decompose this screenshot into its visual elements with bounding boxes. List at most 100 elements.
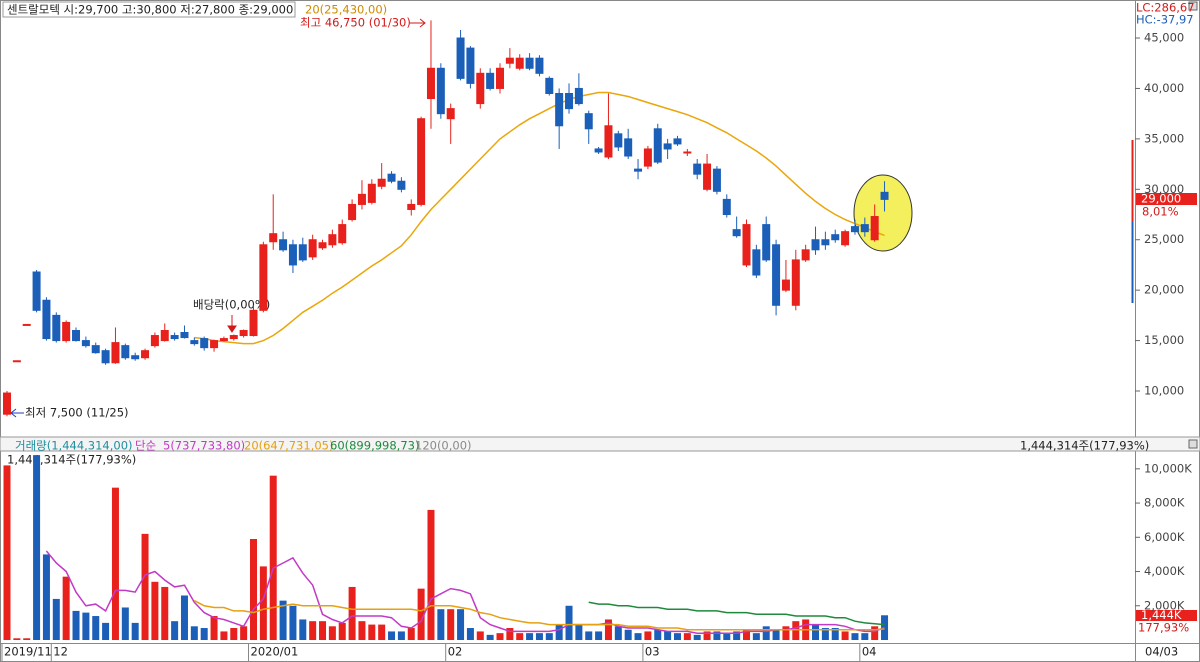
pane-button[interactable] — [1188, 439, 1198, 449]
volume-bar — [190, 626, 198, 640]
candle-body — [3, 392, 11, 415]
candle-body — [555, 92, 564, 127]
candle-body — [781, 279, 790, 291]
volume-bar — [92, 616, 100, 640]
candle-body — [732, 229, 741, 237]
volume-bar — [782, 626, 790, 640]
volume-bar — [319, 621, 327, 640]
volume-bar — [52, 598, 60, 640]
candle-body — [584, 113, 593, 130]
candle-body — [466, 47, 475, 84]
candle-body — [811, 239, 820, 251]
y-tick-label: 6,000K — [1144, 530, 1185, 544]
volume-bar — [812, 624, 820, 640]
volume-bar — [437, 609, 445, 640]
candle-body — [367, 183, 376, 203]
y-tick-label: 45,000 — [1144, 31, 1184, 45]
last-price-tag — [1136, 193, 1197, 205]
volume-bar — [723, 633, 731, 640]
volume-bar — [604, 619, 612, 640]
volume-bar — [871, 626, 879, 640]
y-tick-label: 2,000K — [1144, 598, 1185, 612]
y-tick-label: 8,000K — [1144, 496, 1185, 510]
candle-body — [574, 87, 583, 105]
volume-bar — [851, 633, 859, 640]
volume-bar — [713, 631, 721, 640]
pane-separator — [0, 436, 1200, 452]
x-tick-label: 12 — [53, 645, 68, 659]
candle-body — [22, 323, 31, 326]
volume-bar — [821, 628, 829, 640]
candle-body — [831, 234, 840, 241]
candle-body — [801, 249, 810, 261]
last-price-label: 29,000 — [1141, 192, 1181, 206]
y-tick-label: 35,000 — [1144, 131, 1184, 145]
volume-bar — [585, 631, 593, 640]
candle-body — [42, 299, 51, 340]
volume-bar — [23, 638, 31, 640]
volume-bar — [516, 633, 524, 640]
volume-bar — [289, 605, 297, 640]
legend-entry: 120(0,00) — [415, 439, 472, 453]
candle-body — [259, 244, 268, 311]
volume-bar — [378, 624, 386, 640]
low-annotation: 최저 7,500 (11/25) — [25, 406, 129, 420]
candle-body — [279, 239, 288, 251]
y-tick-label: 20,000 — [1144, 283, 1184, 297]
candle-body — [634, 168, 643, 172]
x-tick-label: 2019/11 — [4, 645, 52, 659]
candle-body — [614, 133, 623, 148]
candle-body — [101, 350, 110, 364]
volume-bar — [496, 633, 504, 640]
y-tick-label: 15,000 — [1144, 333, 1184, 347]
volume-bar — [861, 633, 869, 640]
volume-bar — [545, 633, 553, 640]
y-tick-label: 4,000K — [1144, 564, 1185, 578]
candle-body — [348, 203, 357, 221]
candle-body — [150, 335, 159, 347]
volume-bar — [348, 586, 356, 640]
volume-bar — [654, 629, 662, 640]
candle-body — [210, 340, 219, 349]
volume-bar — [476, 631, 484, 640]
candle-body — [850, 226, 859, 233]
candle-body — [308, 239, 317, 258]
moving-average-line — [193, 599, 885, 631]
volume-title: 거래량(1,444,314,00) — [15, 439, 133, 453]
legend-entry: 60(899,998,73) — [330, 439, 419, 453]
volume-bar — [664, 631, 672, 640]
volume-bar — [457, 609, 465, 640]
volume-bar — [299, 619, 307, 640]
volume-bar — [733, 631, 741, 640]
volume-bar — [506, 628, 514, 640]
y-tick-label: 10,000 — [1144, 384, 1184, 398]
candle-body — [298, 244, 307, 261]
volume-bar — [447, 609, 455, 640]
candle-body — [653, 128, 662, 163]
candle-body — [338, 224, 347, 244]
candle-body — [91, 345, 100, 354]
volume-bar — [131, 622, 139, 640]
volume-bar — [111, 487, 119, 640]
candle-body — [229, 335, 238, 340]
candle-body — [160, 329, 169, 342]
candle-body — [594, 148, 603, 153]
candle-body — [426, 67, 435, 100]
pane-button[interactable] — [1188, 1, 1198, 11]
volume-bar — [82, 612, 90, 640]
volume-bar — [338, 622, 346, 640]
legend-entry: 5(737,733,80) — [163, 439, 245, 453]
volume-bar — [535, 633, 543, 640]
volume-bar — [407, 628, 415, 640]
volume-bar — [743, 629, 750, 640]
candle-body — [62, 321, 71, 342]
moving-average-line — [588, 601, 885, 626]
volume-bar — [279, 600, 287, 640]
y-tick-label: 10,000K — [1144, 461, 1192, 475]
candle-body — [880, 191, 889, 200]
candle-body — [239, 329, 248, 337]
candle-body — [683, 151, 692, 154]
volume-bar — [693, 634, 701, 640]
candle-body — [762, 224, 771, 261]
